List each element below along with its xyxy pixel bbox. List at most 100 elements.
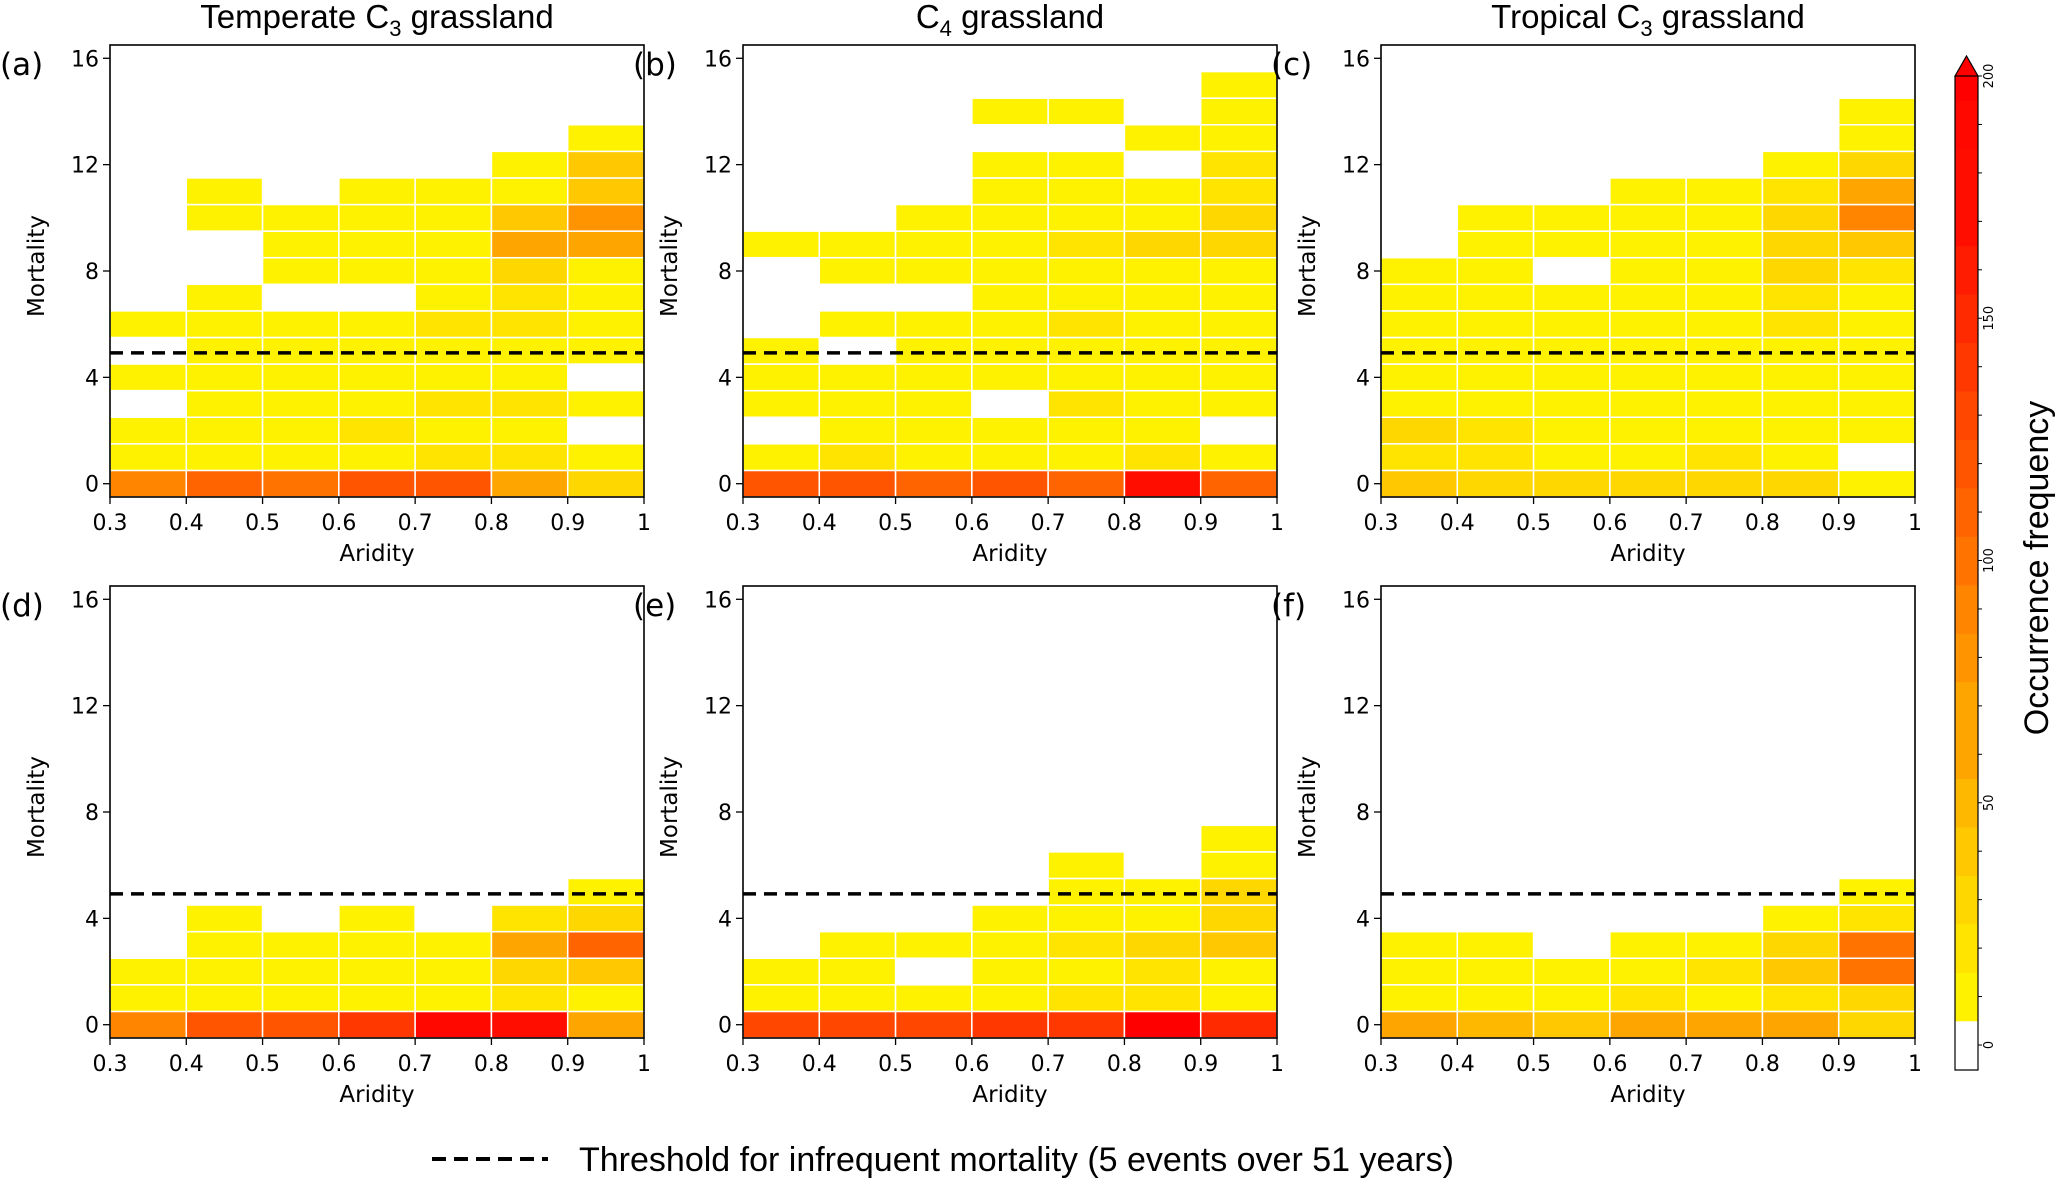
heatmap-cell xyxy=(566,877,645,906)
heatmap-cell xyxy=(1837,877,1916,906)
heatmap-cell xyxy=(1123,416,1202,445)
x-tick-label: 0.8 xyxy=(474,511,509,536)
heatmap-cell xyxy=(1685,177,1764,206)
x-tick-label: 0.3 xyxy=(1364,1052,1399,1077)
heatmap-cell xyxy=(185,336,264,365)
heatmap-cell xyxy=(1047,469,1126,498)
heatmap-cell xyxy=(1123,177,1202,206)
heatmap-cell xyxy=(894,256,973,286)
colorbar-segment xyxy=(1955,875,1978,925)
heatmap-cell xyxy=(338,389,416,418)
heatmap-cell xyxy=(1047,443,1126,472)
x-tick-label: 1 xyxy=(637,1052,651,1077)
y-tick-label: 0 xyxy=(1356,1014,1370,1039)
x-tick-label: 0.7 xyxy=(1031,1052,1066,1077)
x-tick-label: 0.7 xyxy=(398,1052,433,1077)
heatmap-cell xyxy=(1123,124,1202,153)
heatmap-cell xyxy=(1380,443,1459,472)
heatmap-cell xyxy=(1123,877,1202,906)
x-tick-label: 0.7 xyxy=(1669,511,1704,536)
heatmap-cell xyxy=(566,957,645,986)
y-tick-label: 16 xyxy=(1342,588,1370,613)
colorbar-segment xyxy=(1955,633,1978,683)
x-tick-label: 0.5 xyxy=(878,1052,913,1077)
colorbar-label: Occurrence frequency xyxy=(2018,401,2056,736)
colorbar-segment xyxy=(1955,1020,1978,1070)
x-tick-label: 0.6 xyxy=(954,1052,989,1077)
heatmap-cell xyxy=(1685,363,1764,392)
heatmap-cell xyxy=(1047,984,1126,1013)
heatmap-cell xyxy=(1199,469,1278,498)
heatmap-cell xyxy=(1837,97,1916,126)
heatmap-cell xyxy=(261,363,340,392)
panels: 0 4 8 12 16 0.3 0.4 0.5 0.6 0.7 0.8 0.9 1 Aridity Mort… xyxy=(0,44,1922,1108)
heatmap-cell xyxy=(1047,851,1126,880)
heatmap-cell xyxy=(490,984,569,1013)
heatmap-cell xyxy=(566,1010,645,1039)
heatmap-cell xyxy=(742,389,821,418)
heatmap-cell xyxy=(1380,416,1459,445)
heatmap-cell xyxy=(414,283,493,312)
heatmap-cell xyxy=(261,203,340,232)
heatmap-cell xyxy=(1761,310,1840,339)
y-tick-label: 12 xyxy=(704,695,732,720)
heatmap-cell xyxy=(1837,904,1916,933)
panel-label: (e) xyxy=(633,588,676,624)
x-tick-label: 0.8 xyxy=(474,1052,509,1077)
heatmap-cell xyxy=(490,469,569,498)
heatmap-cell xyxy=(185,416,264,445)
x-axis-label: Aridity xyxy=(339,541,414,567)
heatmap-cell xyxy=(818,363,897,392)
x-tick-label: 0.3 xyxy=(726,1052,761,1077)
heatmap-cell xyxy=(971,283,1049,312)
heatmap-cell xyxy=(971,310,1049,339)
heatmap-cell xyxy=(414,389,493,418)
x-tick-label: 0.5 xyxy=(878,511,913,536)
heatmap-cell xyxy=(566,177,645,206)
heatmap-cell xyxy=(742,336,821,365)
heatmap-cells xyxy=(1380,97,1916,498)
heatmap-cell xyxy=(1837,203,1916,232)
heatmap-cell xyxy=(1456,1010,1535,1039)
colorbar-tick-label: 0 xyxy=(1982,1041,1997,1049)
heatmap-cell xyxy=(971,363,1049,392)
y-tick-label: 4 xyxy=(718,366,732,391)
heatmap-cell xyxy=(1380,310,1459,339)
heatmap-cell xyxy=(1047,203,1126,232)
y-axis-label: Mortality xyxy=(657,215,683,317)
heatmap-cell xyxy=(185,443,264,472)
y-tick-label: 4 xyxy=(85,907,99,932)
heatmap-cell xyxy=(1685,283,1764,312)
heatmap-cell xyxy=(566,230,645,259)
heatmap-cell xyxy=(1685,256,1764,286)
heatmap-cell xyxy=(338,1010,416,1039)
y-tick-label: 16 xyxy=(71,588,99,613)
heatmap-cell xyxy=(261,230,340,259)
heatmap-cell xyxy=(894,443,973,472)
heatmap-cell xyxy=(1047,283,1126,312)
heatmap-cell xyxy=(818,389,897,418)
heatmap-cell xyxy=(1837,389,1916,418)
heatmap-cell xyxy=(818,310,897,339)
x-tick-label: 0.4 xyxy=(1440,1052,1475,1077)
heatmap-cell xyxy=(1685,389,1764,418)
column-title-2: C4 grassland xyxy=(916,0,1104,41)
heatmap-cell xyxy=(818,469,897,498)
heatmap-cell xyxy=(971,150,1049,179)
heatmap-cell xyxy=(1837,124,1916,153)
heatmap-cell xyxy=(490,283,569,312)
y-tick-label: 16 xyxy=(1342,47,1370,72)
heatmap-cell xyxy=(566,443,645,472)
x-tick-label: 0.3 xyxy=(93,1052,128,1077)
y-tick-label: 4 xyxy=(1356,907,1370,932)
colorbar-segment xyxy=(1955,923,1978,973)
heatmap-cell xyxy=(109,443,188,472)
heatmap-cell xyxy=(490,957,569,986)
heatmap-cell xyxy=(1761,1010,1840,1039)
x-tick-label: 0.5 xyxy=(1516,511,1551,536)
x-tick-label: 0.7 xyxy=(1031,511,1066,536)
heatmap-cells xyxy=(742,70,1278,498)
heatmap-cell xyxy=(1047,957,1126,986)
heatmap-cell xyxy=(566,469,645,498)
heatmap-cell xyxy=(971,416,1049,445)
